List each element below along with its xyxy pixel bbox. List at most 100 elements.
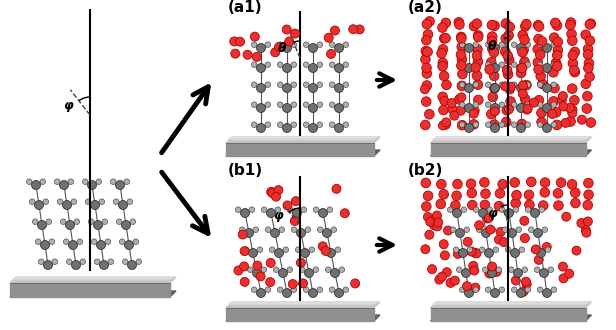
Circle shape — [283, 104, 291, 113]
Circle shape — [460, 122, 465, 127]
Circle shape — [54, 179, 60, 184]
Circle shape — [586, 118, 596, 127]
Circle shape — [317, 102, 323, 108]
Circle shape — [438, 58, 448, 68]
Circle shape — [522, 105, 532, 114]
Circle shape — [253, 227, 259, 233]
Circle shape — [482, 267, 488, 273]
Circle shape — [505, 247, 511, 252]
Circle shape — [511, 287, 517, 292]
Circle shape — [450, 227, 456, 233]
Polygon shape — [10, 291, 176, 297]
Circle shape — [97, 241, 105, 249]
Circle shape — [425, 230, 434, 239]
Circle shape — [583, 44, 593, 54]
Circle shape — [309, 44, 317, 52]
Circle shape — [516, 63, 525, 73]
Polygon shape — [431, 137, 591, 143]
Circle shape — [49, 239, 55, 245]
Circle shape — [243, 50, 252, 59]
Circle shape — [267, 187, 275, 196]
Circle shape — [520, 35, 529, 45]
Circle shape — [309, 123, 317, 133]
Circle shape — [442, 118, 451, 127]
Circle shape — [551, 58, 561, 68]
Circle shape — [425, 16, 434, 26]
Circle shape — [442, 80, 452, 90]
Circle shape — [309, 63, 317, 73]
Circle shape — [537, 108, 546, 118]
Circle shape — [559, 102, 568, 111]
Circle shape — [464, 227, 469, 233]
Circle shape — [551, 108, 561, 117]
Circle shape — [304, 82, 309, 87]
Circle shape — [488, 262, 496, 271]
Circle shape — [334, 44, 344, 52]
Circle shape — [480, 200, 490, 210]
Circle shape — [525, 207, 531, 213]
Circle shape — [296, 258, 306, 267]
Polygon shape — [431, 302, 591, 308]
Circle shape — [355, 25, 364, 34]
Circle shape — [460, 287, 465, 292]
Circle shape — [567, 105, 577, 115]
Circle shape — [253, 261, 262, 270]
Circle shape — [551, 122, 557, 127]
Circle shape — [100, 260, 108, 270]
Circle shape — [447, 207, 453, 213]
Circle shape — [549, 33, 559, 43]
Circle shape — [500, 47, 510, 56]
Circle shape — [502, 65, 512, 75]
Circle shape — [484, 214, 493, 222]
Circle shape — [309, 288, 317, 298]
Polygon shape — [431, 143, 585, 156]
Text: φ: φ — [487, 207, 497, 219]
Circle shape — [539, 207, 545, 213]
Circle shape — [568, 50, 578, 60]
Circle shape — [525, 122, 530, 127]
Circle shape — [504, 31, 513, 40]
Circle shape — [467, 247, 472, 252]
Circle shape — [489, 71, 499, 81]
Circle shape — [472, 19, 482, 28]
Circle shape — [501, 34, 511, 43]
Circle shape — [549, 97, 558, 106]
Circle shape — [498, 180, 508, 189]
Text: θ: θ — [488, 40, 496, 52]
Circle shape — [543, 288, 551, 298]
Circle shape — [460, 42, 465, 48]
Circle shape — [485, 122, 491, 127]
Circle shape — [501, 117, 511, 127]
Circle shape — [422, 69, 432, 78]
Circle shape — [331, 227, 336, 233]
Circle shape — [334, 63, 344, 73]
Circle shape — [471, 248, 480, 257]
Polygon shape — [226, 308, 374, 321]
Circle shape — [283, 247, 289, 252]
Circle shape — [503, 70, 513, 79]
Circle shape — [537, 117, 546, 127]
Circle shape — [540, 187, 549, 197]
Circle shape — [38, 220, 46, 229]
Circle shape — [517, 63, 527, 73]
Circle shape — [494, 201, 504, 211]
Circle shape — [525, 102, 530, 108]
Circle shape — [317, 122, 323, 127]
Circle shape — [94, 259, 100, 265]
Circle shape — [339, 267, 344, 273]
Circle shape — [553, 45, 562, 55]
Circle shape — [439, 240, 448, 249]
Circle shape — [461, 207, 466, 213]
Circle shape — [60, 219, 66, 224]
Circle shape — [486, 225, 495, 234]
Circle shape — [86, 199, 91, 205]
Circle shape — [584, 58, 594, 68]
Circle shape — [454, 17, 464, 27]
Polygon shape — [226, 137, 380, 143]
Circle shape — [540, 269, 548, 278]
Circle shape — [439, 105, 448, 115]
Circle shape — [457, 120, 467, 130]
Circle shape — [35, 239, 41, 245]
Circle shape — [343, 42, 349, 48]
Circle shape — [530, 209, 540, 217]
